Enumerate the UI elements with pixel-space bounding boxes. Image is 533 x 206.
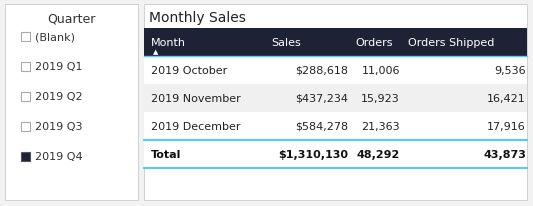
Text: 2019 Q2: 2019 Q2 xyxy=(35,91,83,102)
Text: Monthly Sales: Monthly Sales xyxy=(149,11,246,25)
FancyBboxPatch shape xyxy=(144,29,527,57)
Text: Orders: Orders xyxy=(355,38,392,48)
FancyBboxPatch shape xyxy=(144,85,527,112)
Text: 21,363: 21,363 xyxy=(361,121,400,131)
FancyBboxPatch shape xyxy=(21,32,30,41)
Text: 2019 Q1: 2019 Q1 xyxy=(35,62,83,72)
FancyBboxPatch shape xyxy=(144,140,527,168)
Text: 2019 October: 2019 October xyxy=(151,66,227,76)
Text: 2019 Q4: 2019 Q4 xyxy=(35,151,83,161)
Text: 17,916: 17,916 xyxy=(487,121,526,131)
FancyBboxPatch shape xyxy=(144,57,527,85)
Text: 15,923: 15,923 xyxy=(361,94,400,103)
Text: $584,278: $584,278 xyxy=(295,121,348,131)
Text: Total: Total xyxy=(151,149,181,159)
Text: 43,873: 43,873 xyxy=(483,149,526,159)
FancyBboxPatch shape xyxy=(5,5,138,200)
Text: $437,234: $437,234 xyxy=(295,94,348,103)
FancyBboxPatch shape xyxy=(144,112,527,140)
Text: $1,310,130: $1,310,130 xyxy=(278,149,348,159)
Text: Sales: Sales xyxy=(271,38,301,48)
Text: Month: Month xyxy=(151,38,186,48)
Text: 2019 Q3: 2019 Q3 xyxy=(35,121,83,131)
Text: (Blank): (Blank) xyxy=(35,32,75,42)
Text: Quarter: Quarter xyxy=(47,12,96,25)
Text: 9,536: 9,536 xyxy=(495,66,526,76)
FancyBboxPatch shape xyxy=(144,5,527,200)
Text: 16,421: 16,421 xyxy=(487,94,526,103)
FancyBboxPatch shape xyxy=(21,152,30,161)
Text: $288,618: $288,618 xyxy=(295,66,348,76)
FancyBboxPatch shape xyxy=(21,122,30,131)
Text: Orders Shipped: Orders Shipped xyxy=(408,38,495,48)
FancyBboxPatch shape xyxy=(21,92,30,101)
Text: 2019 November: 2019 November xyxy=(151,94,241,103)
Text: 11,006: 11,006 xyxy=(361,66,400,76)
Text: 48,292: 48,292 xyxy=(357,149,400,159)
FancyBboxPatch shape xyxy=(21,62,30,71)
Text: 2019 December: 2019 December xyxy=(151,121,240,131)
Text: ▲: ▲ xyxy=(153,49,158,55)
